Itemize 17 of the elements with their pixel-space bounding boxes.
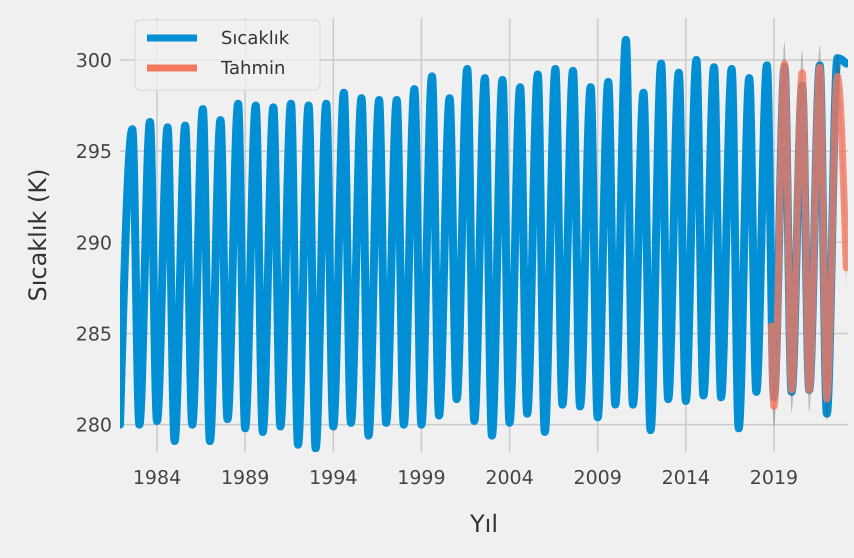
y-tick-label: 295 xyxy=(76,141,112,164)
y-tick-label: 280 xyxy=(76,414,112,437)
x-tick-label: 2019 xyxy=(750,467,798,489)
x-tick-label: 2004 xyxy=(485,467,534,489)
x-tick-label: 1999 xyxy=(397,467,446,489)
x-axis-title: Yıl xyxy=(469,510,498,538)
legend-label: Tahmin xyxy=(220,58,286,79)
x-tick-label: 1984 xyxy=(132,467,182,489)
y-tick-label: 300 xyxy=(76,50,112,72)
y-tick-label: 290 xyxy=(76,232,112,254)
x-tick-label: 1994 xyxy=(309,467,358,489)
y-axis-title: Sıcaklık (K) xyxy=(24,168,52,302)
x-tick-label: 2009 xyxy=(574,467,622,489)
legend-label: Sıcaklık xyxy=(221,28,290,49)
x-tick-label: 1989 xyxy=(220,467,270,489)
x-tick-label: 2014 xyxy=(662,467,710,489)
y-tick-label: 285 xyxy=(76,323,112,346)
